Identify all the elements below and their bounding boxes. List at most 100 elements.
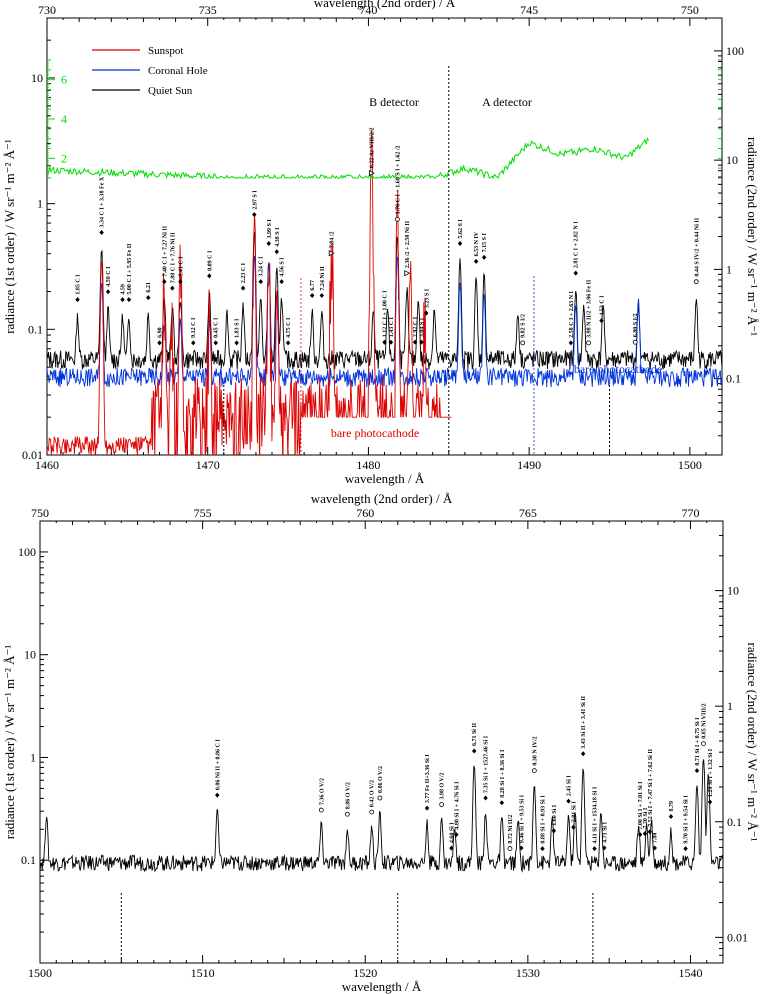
line-label-group: 0.86 Ni II + 0.86 C I — [215, 739, 221, 798]
line-label-group: 3.98 N II/2 + 3.96 Fe II — [586, 279, 593, 346]
line-label-text: 2.81 Si I — [571, 801, 577, 823]
diamond-marker — [319, 293, 325, 299]
x-tick-label: 1490 — [517, 458, 541, 472]
line-label-text: 0.86 Ni II + 0.86 C I — [215, 739, 221, 790]
line-label-group: 7.40 C I + 7.27 Ni II — [162, 225, 168, 285]
ratio-tick-label: 6 — [61, 73, 67, 87]
line-label-text: 0.86 O V/2 — [378, 766, 384, 793]
line-label-text: 0.09 C I — [207, 250, 213, 271]
line-label-group: 2.81 Si I — [571, 801, 577, 830]
bare-photocathode-red-label: bare photocathode — [331, 426, 419, 440]
line-label-group: 1.12 C I + 1.00 C I — [382, 290, 389, 345]
x2-tick-label: 755 — [194, 506, 212, 520]
diamond-marker — [240, 285, 246, 291]
line-label-text: 0.88 Si I + 0.93 Si I — [540, 795, 546, 844]
line-label-text: 4.75 C I — [286, 317, 292, 338]
circle-marker — [318, 807, 324, 813]
line-label-group: 7.80 — [652, 833, 659, 851]
line-label-text: 3.99 S I — [267, 219, 273, 239]
diamond-marker — [568, 340, 574, 346]
line-label-group: 1.85 C I — [75, 274, 82, 303]
diamond-marker — [683, 846, 688, 852]
diamond-marker — [707, 799, 713, 805]
diamond-marker — [162, 279, 167, 285]
line-label-text: 8.86 O V/2 — [345, 782, 351, 809]
y-tick-label: 0.1 — [28, 322, 43, 336]
y2-tick-label: 1 — [726, 262, 732, 276]
diamond-marker — [382, 339, 387, 345]
diamond-marker — [126, 297, 132, 303]
sunspot-line — [47, 129, 452, 455]
diamond-marker — [592, 846, 597, 852]
diamond-marker — [234, 340, 239, 346]
line-label-text: 6.80 S I/2 — [633, 313, 639, 337]
line-label-text: 4.59 — [121, 284, 127, 295]
line-label-text: 3.98 N II/2 + 3.96 Fe II — [587, 279, 593, 338]
line-label-text: 9.82 S I/2 — [521, 314, 527, 338]
line-label-text: 7.20 Si I — [643, 807, 649, 829]
line-label-group: 6.53 N IV — [473, 231, 480, 264]
x2-tick-label: 745 — [520, 3, 538, 17]
line-label-text: 5.00 C I + 5.95 Fe II — [127, 243, 133, 295]
x-axis-label: wavelength / Å — [345, 471, 425, 486]
line-label-text: 2.36 /2 + 2.50 Ni II — [405, 220, 411, 268]
line-label-group: 3.77 Fe II+3.36 Si I — [424, 754, 431, 811]
diamond-marker — [285, 340, 291, 346]
y-tick-label: 10 — [24, 648, 36, 662]
line-label-text: 9.12 C I — [191, 317, 197, 338]
line-label-group: 8.41 C I — [178, 256, 184, 285]
diamond-marker — [637, 832, 643, 838]
x2-tick-label: 750 — [31, 506, 49, 520]
line-label-text: 3.43 Si II + 3.41 Si II — [581, 695, 587, 748]
line-label-group: 2.92 C I — [412, 316, 419, 345]
line-label-text: 0.44 S IV/2 + 0.44 Ni II — [694, 217, 700, 276]
line-label-text: 8.72 Ni II/2 — [508, 815, 514, 844]
line-label-group: 7.24 Ni II — [319, 266, 326, 299]
line-label-group: 4.80 Si I + 4.76 Si I — [454, 781, 460, 838]
line-label-text: 7.40 C I + 7.27 Ni II — [162, 225, 168, 276]
line-label-group: 3.34 C I + 3.38 Fe X — [99, 176, 106, 236]
diamond-marker — [499, 800, 505, 806]
y2-tick-label: 0.1 — [727, 815, 742, 829]
line-label-text: 6.77 — [310, 280, 316, 291]
line-label-text: 1.29 Si I + 1.32 Si I — [708, 748, 714, 797]
circle-marker — [701, 741, 706, 747]
x2-tick-label: 735 — [199, 3, 217, 17]
b-detector-label: B detector — [369, 95, 419, 109]
ratio-series-line — [47, 136, 650, 180]
diamond-marker — [258, 279, 263, 285]
line-label-text: 3.04 S I — [419, 317, 425, 337]
diamond-marker — [449, 845, 454, 851]
ratio-tick-label: 2 — [61, 151, 67, 165]
line-label-text: 0.22 Ar VIII/2/2 — [370, 128, 376, 169]
line-label-group: 2.36 /2 + 2.50 Ni II — [404, 220, 411, 277]
diamond-marker — [668, 813, 674, 819]
line-label-text: 0.45 C I — [214, 317, 220, 338]
line-label-text: 2.45 Si I — [567, 775, 573, 797]
line-label-group: 6.77 — [309, 280, 316, 299]
x2-tick-label: 770 — [681, 506, 699, 520]
line-label-text: 6.21 — [146, 282, 152, 293]
line-label-text: 3.24 C I — [259, 256, 265, 277]
circle-marker — [369, 809, 375, 815]
circle-marker — [632, 339, 638, 345]
plot-frame — [39, 520, 724, 964]
line-label-text: 4.38 S I — [275, 227, 281, 247]
line-label-group: 1.29 Si I + 1.32 Si I — [707, 748, 714, 805]
line-label-group: 0.88 Si I + 0.93 Si I — [540, 795, 546, 852]
line-label-group: 0.44 S IV/2 + 0.44 Ni II — [693, 217, 700, 285]
diamond-marker — [146, 295, 151, 301]
y-tick-label: 0.1 — [21, 853, 36, 867]
line-label-group: 7.15 S I — [481, 232, 488, 260]
diamond-marker — [424, 310, 429, 316]
diamond-marker — [551, 828, 557, 834]
line-label-group: 9.46 Si I + 9.53 Si I — [519, 794, 525, 851]
line-label-text: 8.41 C I — [178, 256, 184, 277]
a-detector-label: A detector — [482, 95, 532, 109]
diamond-marker — [419, 339, 424, 345]
line-label-group: 4.38 S I — [274, 227, 281, 255]
y-axis-label: radiance (1st order) / W sr⁻¹ m⁻² Å⁻¹ — [2, 139, 17, 334]
x2-tick-label: 765 — [519, 506, 537, 520]
x2-tick-label: 760 — [356, 506, 374, 520]
line-label-text: 7.24 Ni II — [320, 266, 326, 291]
